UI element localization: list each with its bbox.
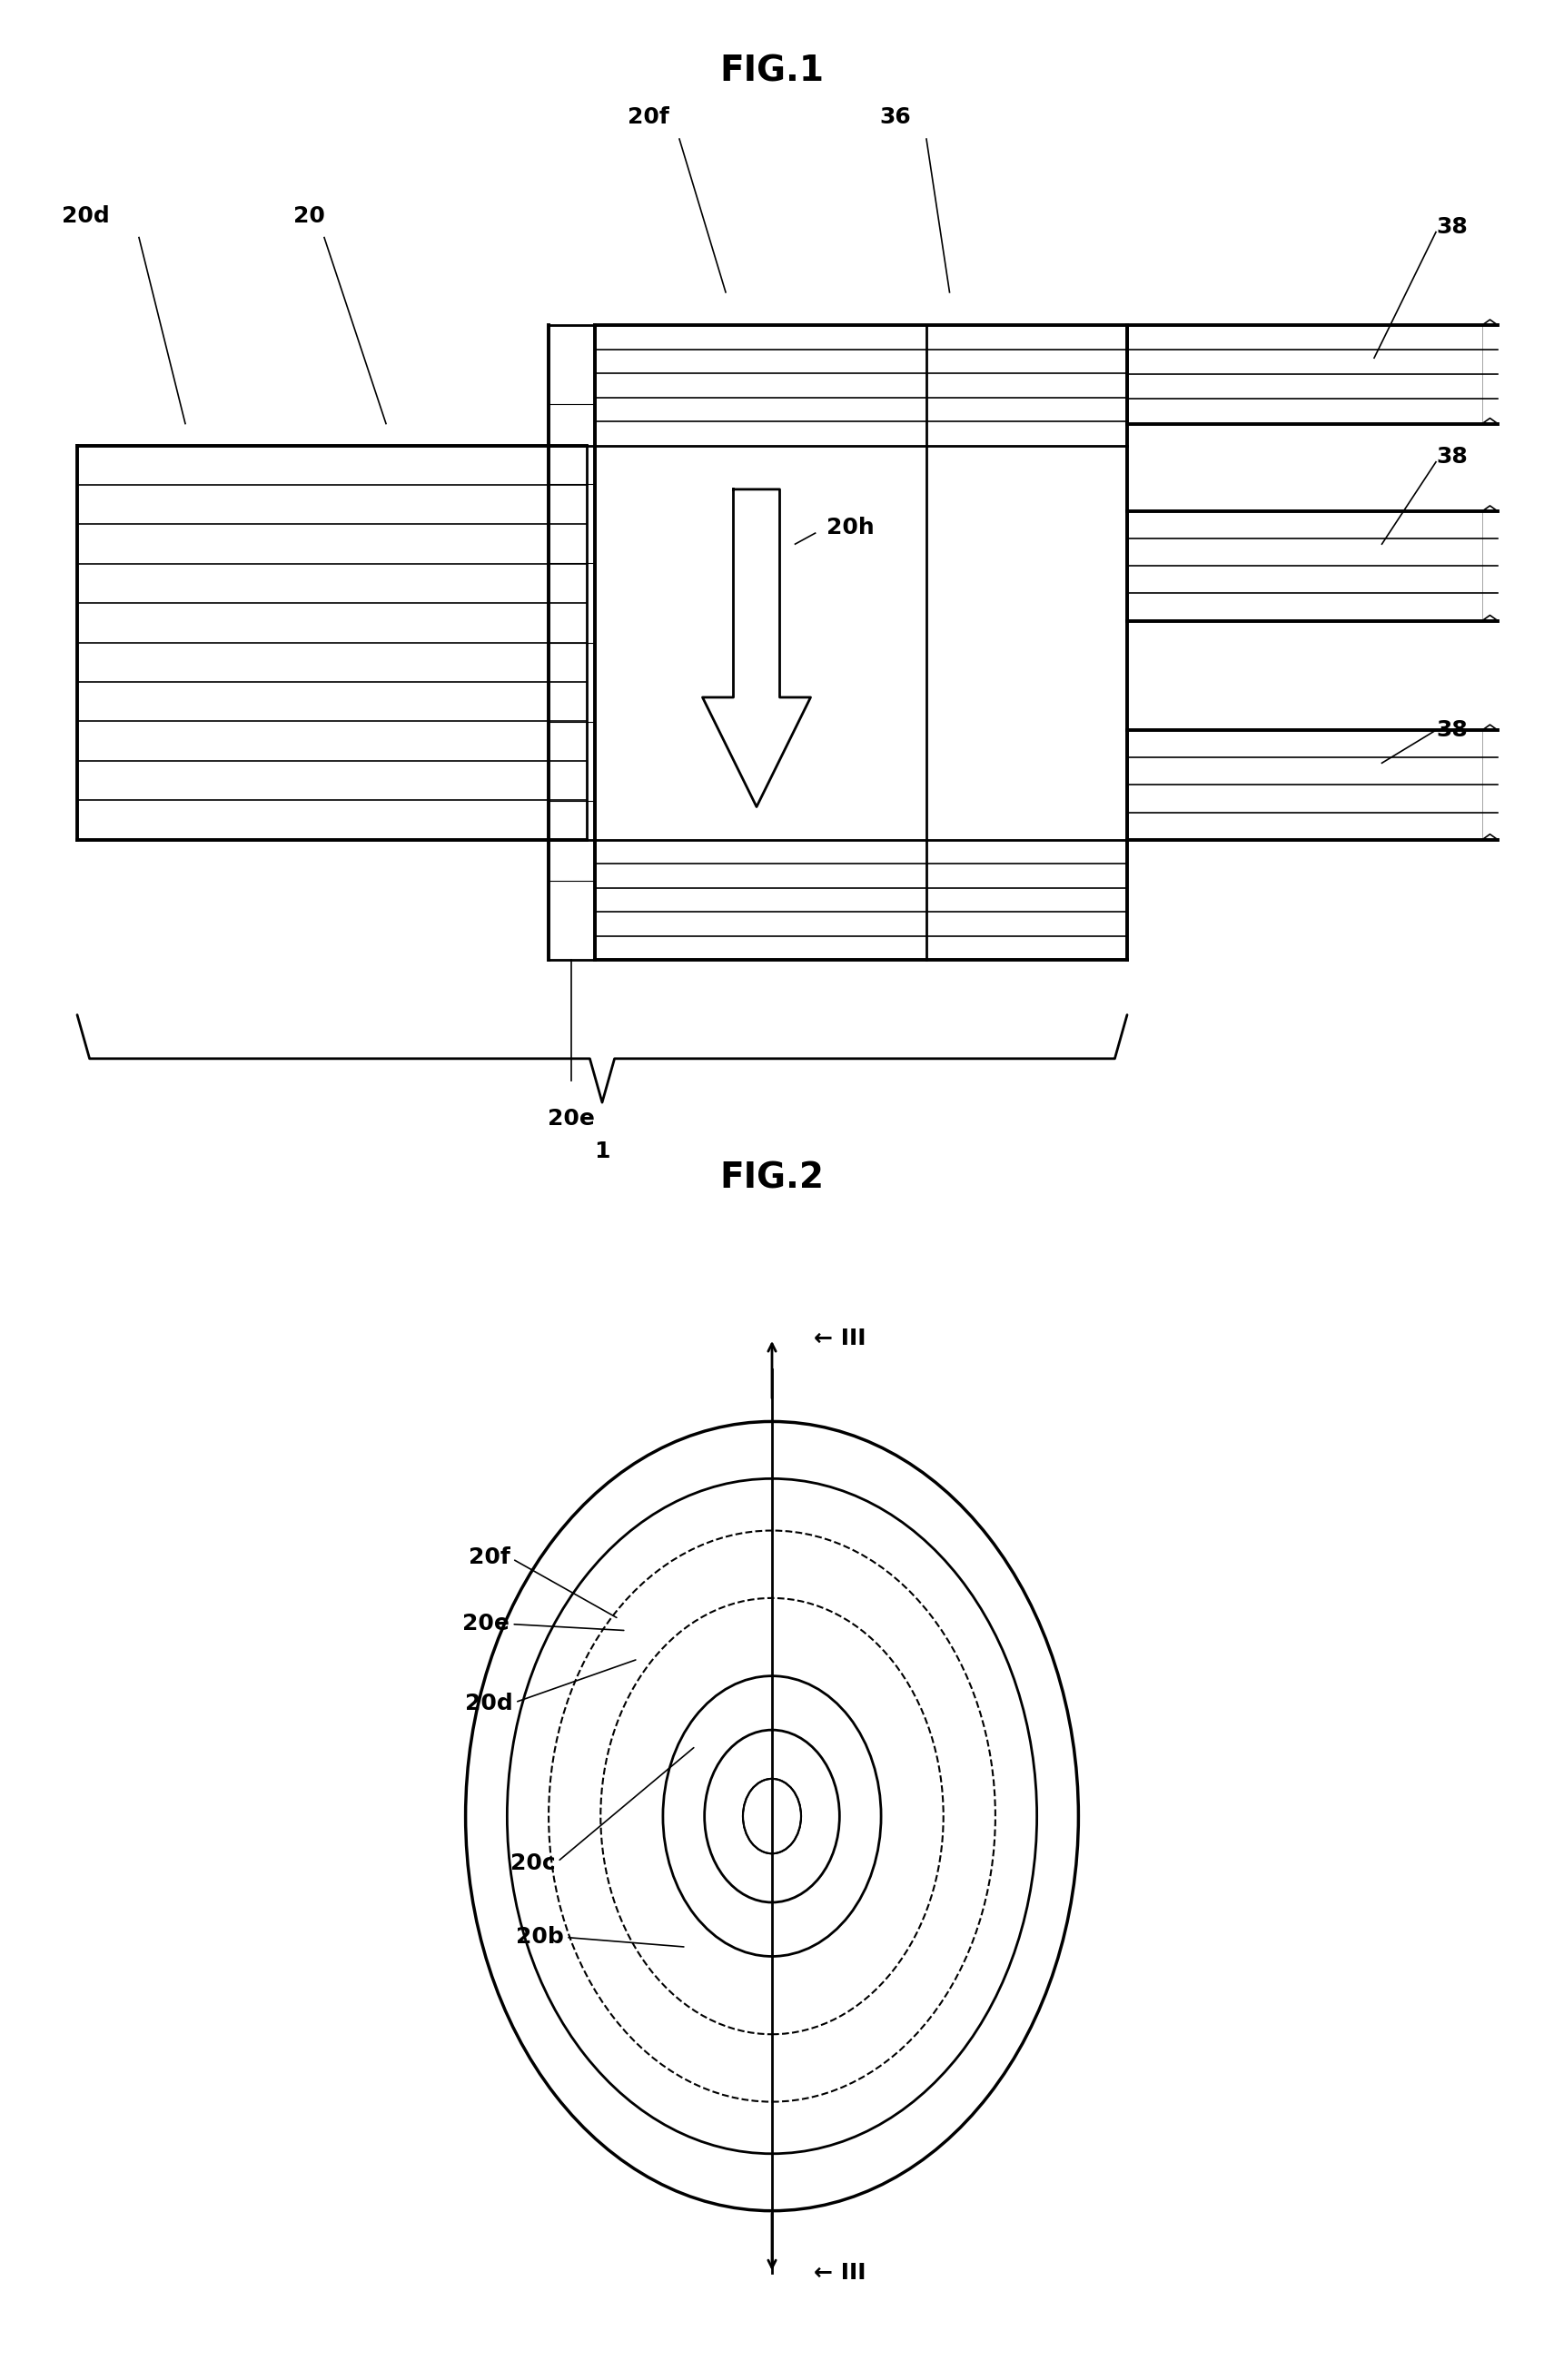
Text: 1: 1: [594, 1140, 610, 1161]
Text: FIG.1: FIG.1: [720, 55, 824, 88]
Text: 20b: 20b: [516, 1925, 684, 1949]
Text: 20: 20: [293, 205, 326, 226]
Text: 20e: 20e: [462, 1614, 624, 1635]
Text: 38: 38: [1436, 719, 1467, 740]
Text: 20f: 20f: [468, 1547, 616, 1618]
Text: FIG.2: FIG.2: [720, 1161, 824, 1195]
Text: 20c: 20c: [510, 1747, 693, 1875]
Text: 38: 38: [1436, 217, 1467, 238]
Text: 20d: 20d: [62, 205, 110, 226]
Polygon shape: [703, 490, 811, 807]
Text: ← III: ← III: [814, 2263, 866, 2285]
Text: 38: 38: [1436, 445, 1467, 466]
Text: 20d: 20d: [465, 1659, 636, 1714]
Text: 36: 36: [880, 107, 911, 129]
Text: 20h: 20h: [826, 516, 874, 538]
Text: 20f: 20f: [628, 107, 669, 129]
Text: 20e: 20e: [548, 1107, 594, 1130]
Text: ← III: ← III: [814, 1328, 866, 1349]
